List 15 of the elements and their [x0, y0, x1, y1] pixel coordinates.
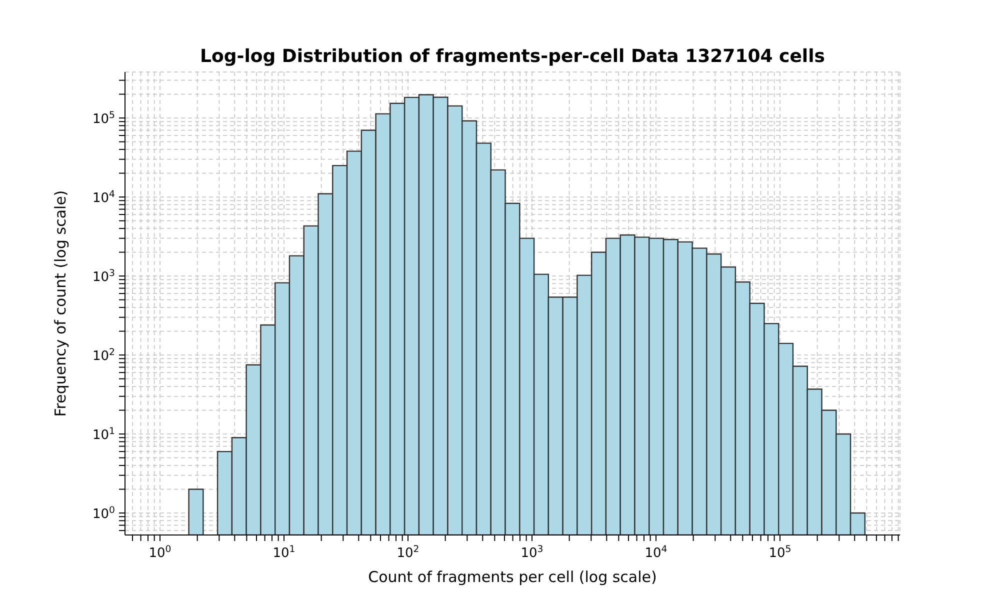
y-axis-title: Frequency of count (log scale) — [51, 190, 70, 417]
y-tick-label: 10$^{1}$ — [92, 426, 116, 444]
x-tick-label: 10$^{5}$ — [768, 544, 792, 561]
x-tick-label: 10$^{1}$ — [272, 544, 296, 561]
x-tick-label: 10$^{3}$ — [520, 544, 544, 561]
chart-title: Log-log Distribution of fragments-per-cell Data 1327104 cells — [199, 46, 826, 67]
y-tick-label: 10$^{3}$ — [92, 268, 116, 285]
y-tick-label: 10$^{4}$ — [92, 188, 116, 206]
x-axis-title: Count of fragments per cell (log scale) — [368, 568, 657, 586]
y-tick-label: 10$^{2}$ — [92, 346, 116, 364]
x-tick-label: 10$^{2}$ — [396, 544, 420, 561]
x-tick-label: 10$^{4}$ — [644, 544, 668, 561]
x-tick-label: 10$^{0}$ — [148, 544, 172, 561]
y-tick-label: 10$^{0}$ — [92, 504, 116, 522]
y-tick-label: 10$^{5}$ — [92, 109, 116, 127]
